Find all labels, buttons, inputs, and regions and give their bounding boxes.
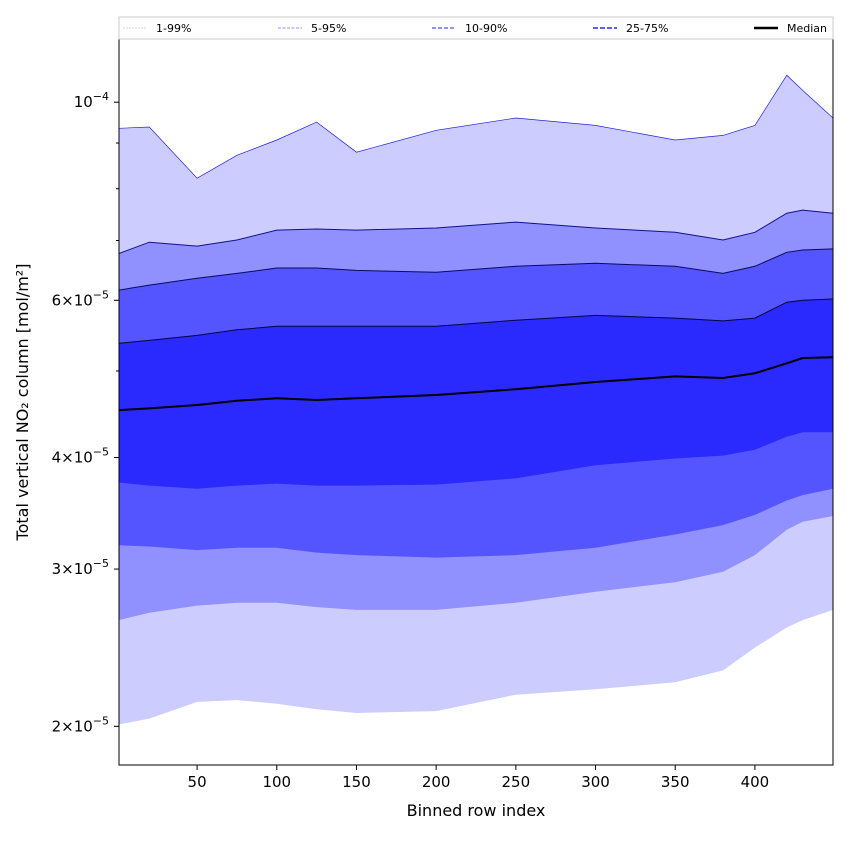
x-tick-label: 400 (741, 773, 770, 791)
y-axis-label: Total vertical NO₂ column [mol/m²] (13, 264, 32, 542)
legend: 1-99% 5-95% 10-90% 25-75% Median (118, 16, 834, 40)
legend-label: 5-95% (311, 22, 346, 35)
y-tick-label: 3×10−5 (52, 557, 109, 578)
y-tick-label: 2×10−5 (52, 714, 109, 735)
y-axis: 2×10−5 3×10−5 4×10−5 6×10−5 10−4 (52, 90, 119, 735)
y-tick-label: 4×10−5 (52, 446, 109, 467)
band-upper-line-1-99% (118, 74, 834, 179)
x-axis: 50 100 150 200 250 300 350 400 (188, 765, 770, 791)
x-tick-label: 300 (581, 773, 610, 791)
legend-label: 10-90% (465, 22, 507, 35)
band-25-75% (119, 299, 833, 489)
x-tick-label: 50 (188, 773, 207, 791)
legend-label: 1-99% (156, 22, 191, 35)
y-tick-label: 10−4 (74, 90, 109, 111)
lines-layer (118, 74, 834, 412)
x-tick-label: 150 (342, 773, 371, 791)
band-upper-line-25-75% (118, 298, 834, 344)
median-line (118, 356, 834, 412)
bands-layer (119, 75, 833, 725)
legend-box (118, 16, 834, 40)
x-tick-label: 250 (502, 773, 531, 791)
band-upper-line-5-95% (118, 209, 834, 254)
band-upper-line-10-90% (118, 248, 834, 291)
legend-label: 25-75% (626, 22, 668, 35)
legend-label: Median (787, 22, 827, 35)
y-tick-label: 6×10−5 (52, 288, 109, 309)
x-tick-label: 350 (661, 773, 690, 791)
x-axis-label: Binned row index (407, 801, 546, 820)
x-tick-label: 200 (422, 773, 451, 791)
x-tick-label: 100 (262, 773, 291, 791)
